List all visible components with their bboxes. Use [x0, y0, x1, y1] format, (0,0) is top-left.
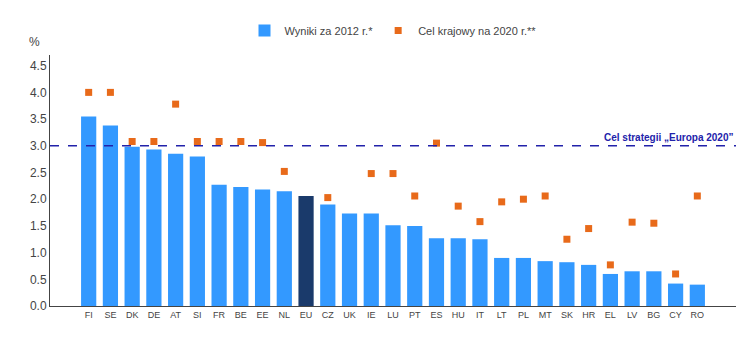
- svg-text:BE: BE: [235, 310, 247, 320]
- svg-text:PT: PT: [409, 310, 421, 320]
- svg-text:Cel krajowy na 2020 r.**: Cel krajowy na 2020 r.**: [418, 25, 536, 37]
- svg-text:LV: LV: [627, 310, 637, 320]
- svg-text:1.5: 1.5: [30, 219, 47, 233]
- svg-text:PL: PL: [518, 310, 529, 320]
- svg-text:1.0: 1.0: [30, 246, 47, 260]
- svg-text:Wyniki za 2012 r.*: Wyniki za 2012 r.*: [285, 25, 374, 37]
- svg-text:2.5: 2.5: [30, 166, 47, 180]
- svg-text:%: %: [29, 35, 40, 49]
- svg-text:BG: BG: [647, 310, 660, 320]
- svg-text:EE: EE: [257, 310, 269, 320]
- svg-text:AT: AT: [170, 310, 181, 320]
- svg-text:LT: LT: [497, 310, 507, 320]
- svg-text:3.0: 3.0: [30, 139, 47, 153]
- svg-text:4.0: 4.0: [30, 86, 47, 100]
- svg-text:NL: NL: [279, 310, 291, 320]
- svg-text:FR: FR: [213, 310, 225, 320]
- svg-text:EL: EL: [605, 310, 616, 320]
- svg-text:FI: FI: [85, 310, 93, 320]
- svg-text:UK: UK: [343, 310, 356, 320]
- svg-text:SE: SE: [104, 310, 116, 320]
- svg-text:4.5: 4.5: [30, 59, 47, 73]
- svg-text:HR: HR: [582, 310, 595, 320]
- svg-text:0.0: 0.0: [30, 299, 47, 313]
- svg-text:MT: MT: [539, 310, 552, 320]
- svg-text:SK: SK: [561, 310, 573, 320]
- svg-text:DK: DK: [126, 310, 139, 320]
- svg-text:RO: RO: [691, 310, 705, 320]
- svg-text:HU: HU: [452, 310, 465, 320]
- svg-text:IT: IT: [476, 310, 485, 320]
- svg-text:IE: IE: [367, 310, 376, 320]
- svg-text:ES: ES: [430, 310, 442, 320]
- svg-text:CY: CY: [669, 310, 682, 320]
- svg-text:0.5: 0.5: [30, 273, 47, 287]
- svg-text:3.5: 3.5: [30, 112, 47, 126]
- svg-text:LU: LU: [387, 310, 399, 320]
- svg-text:Cel strategii „Europa 2020”: Cel strategii „Europa 2020”: [604, 132, 734, 143]
- svg-text:SI: SI: [193, 310, 202, 320]
- svg-text:2.0: 2.0: [30, 192, 47, 206]
- svg-text:EU: EU: [300, 310, 313, 320]
- svg-text:DE: DE: [148, 310, 161, 320]
- svg-text:CZ: CZ: [322, 310, 334, 320]
